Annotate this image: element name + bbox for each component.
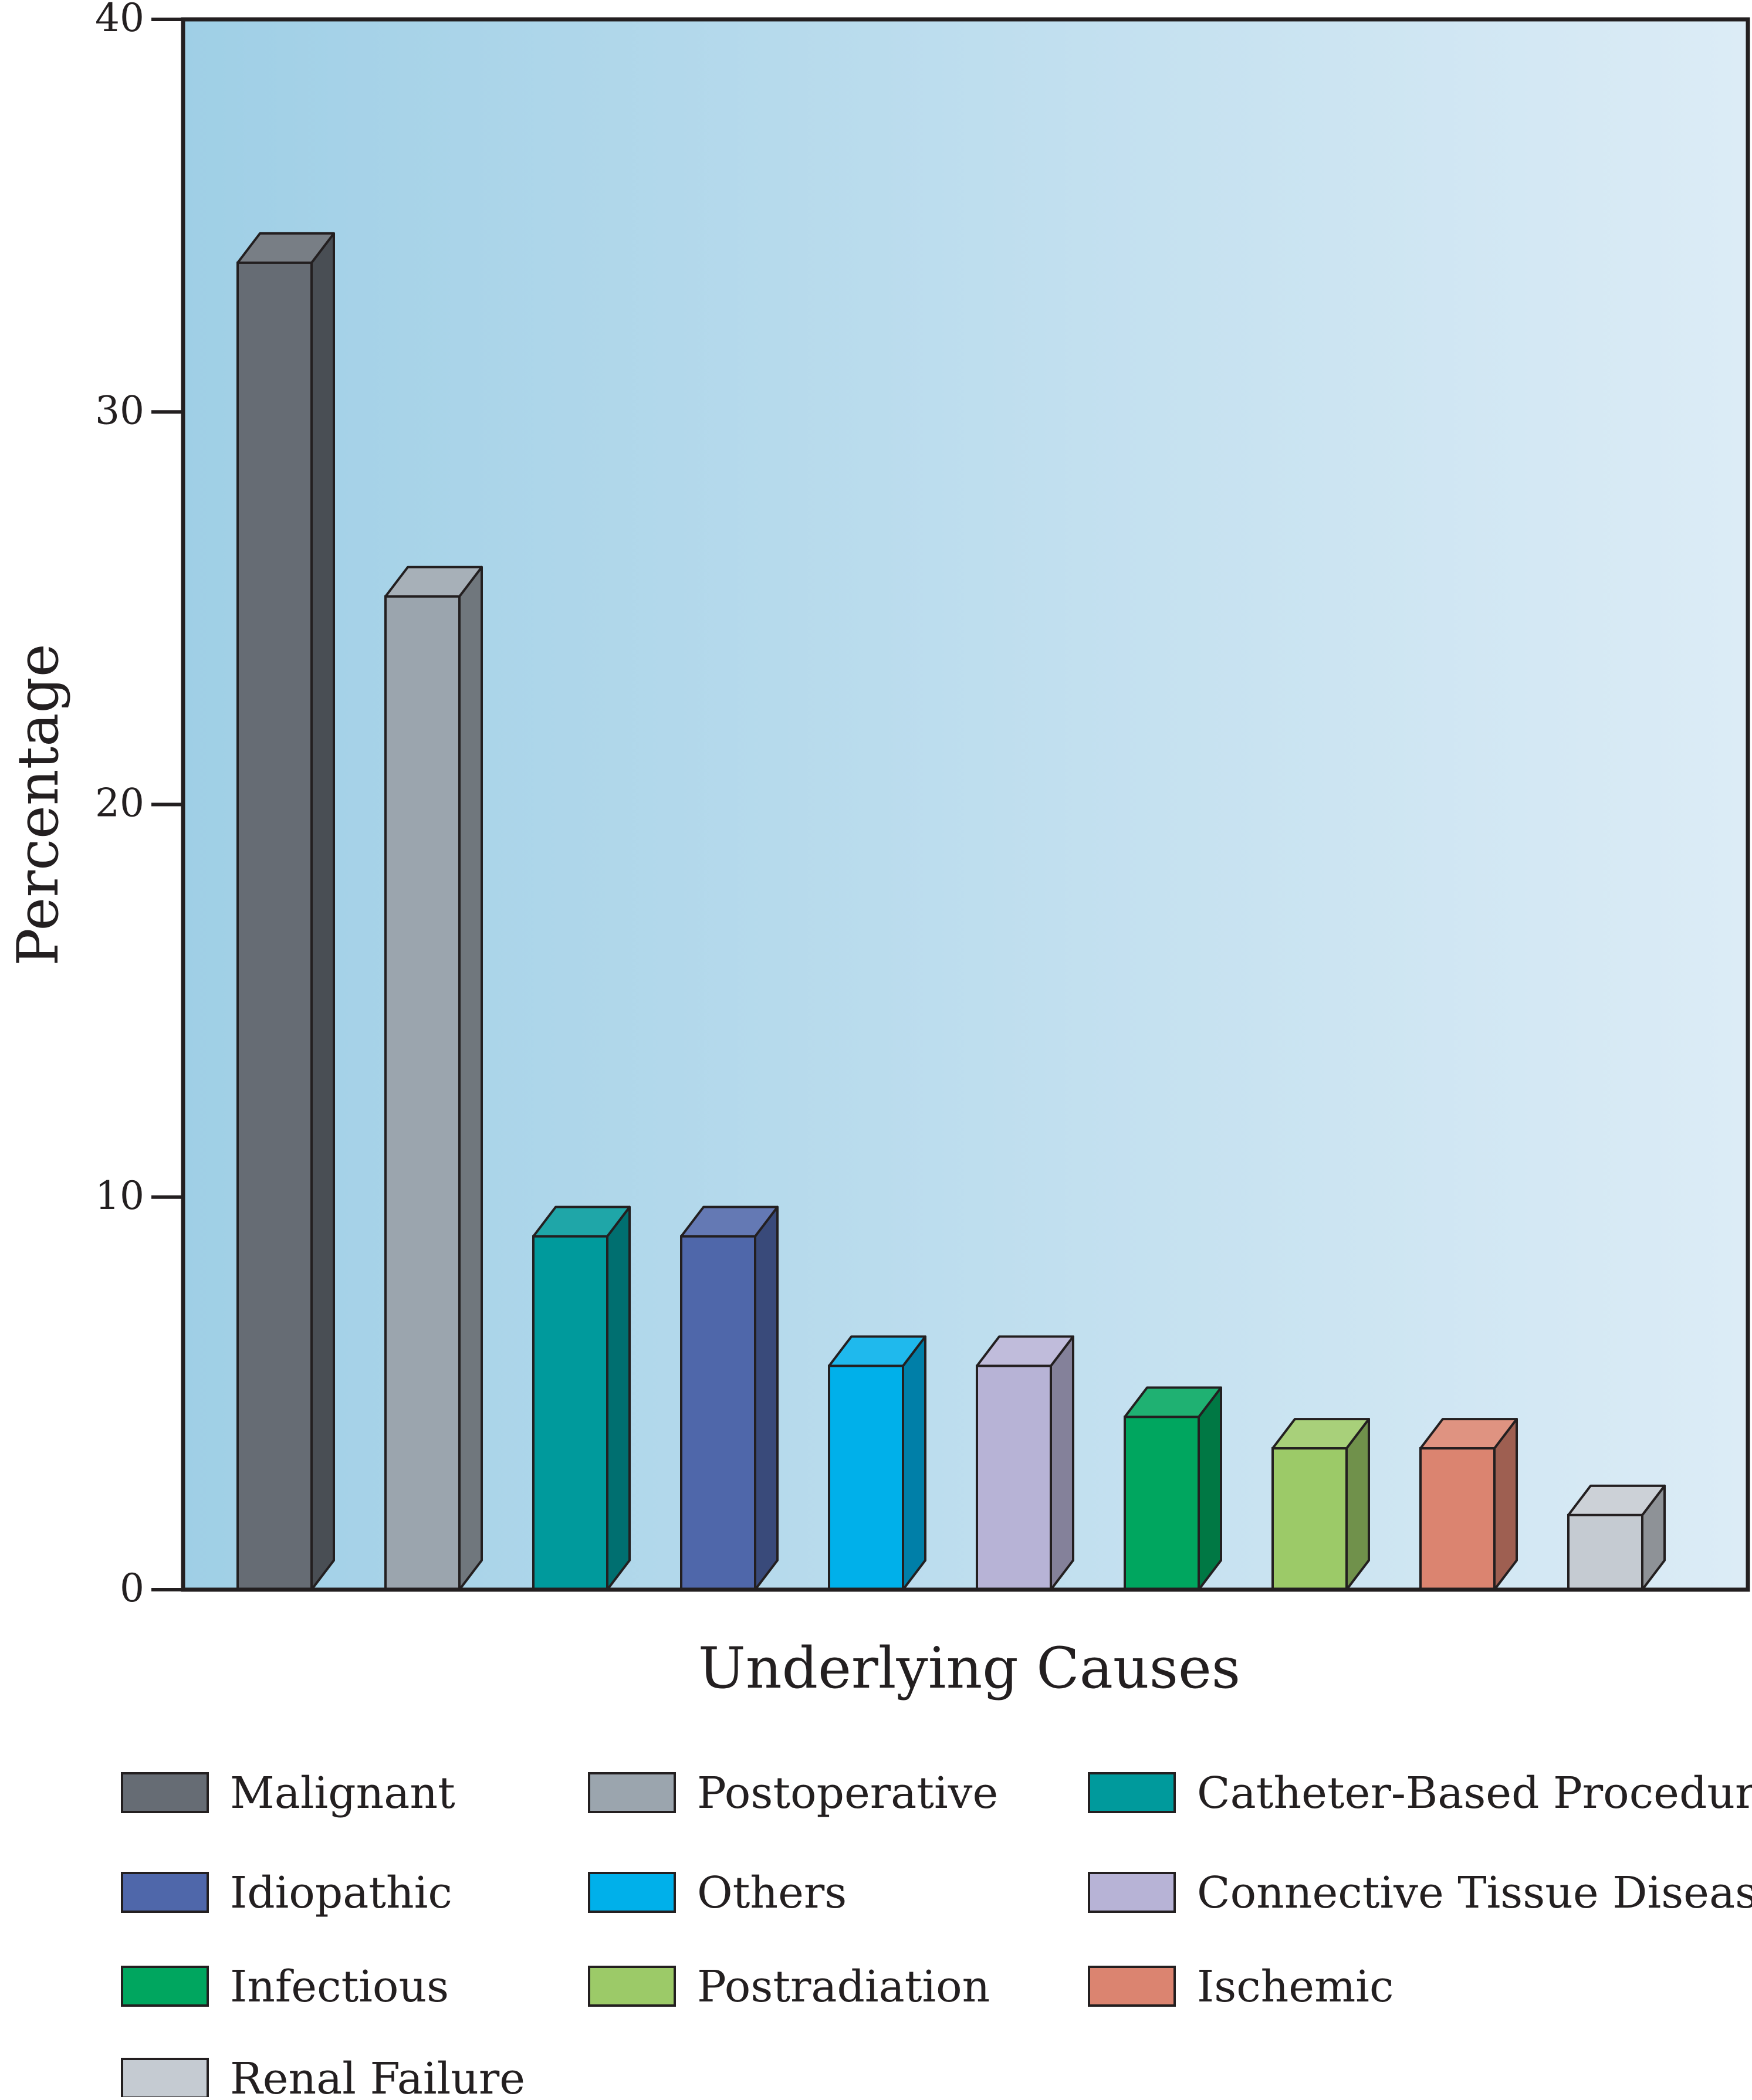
- bar-front: [1271, 1447, 1348, 1591]
- bar-side: [458, 565, 483, 1591]
- bar-front: [1567, 1513, 1643, 1591]
- legend-item-renal-failure: Renal Failure: [121, 2054, 525, 2100]
- bar-front: [532, 1235, 608, 1591]
- legend-item-postoperative: Postoperative: [588, 1768, 998, 1818]
- bar-front: [976, 1364, 1052, 1591]
- legend-label: Ischemic: [1197, 1962, 1394, 2012]
- bar-side: [606, 1205, 631, 1591]
- legend-swatch: [588, 1966, 676, 2007]
- bar-front: [828, 1364, 904, 1591]
- y-tick-label: 20: [95, 781, 144, 826]
- bar-front: [1124, 1415, 1200, 1591]
- legend-label: Renal Failure: [230, 2054, 525, 2097]
- legend-swatch: [121, 1872, 209, 1913]
- legend-item-postradiation: Postradiation: [588, 1962, 990, 2012]
- legend-label: Postradiation: [697, 1962, 990, 2012]
- legend-swatch: [1088, 1966, 1176, 2007]
- legend-item-catheter-based-procedure: Catheter-Based Procedure: [1088, 1768, 1752, 1818]
- bar-connective-tissue-disease: [976, 1335, 1074, 1591]
- bar-side: [1198, 1386, 1222, 1591]
- bar-catheter-based-procedure: [532, 1205, 631, 1591]
- legend-item-infectious: Infectious: [121, 1962, 449, 2012]
- legend-swatch: [588, 1872, 676, 1913]
- bar-side: [754, 1205, 779, 1591]
- bar-front: [1419, 1447, 1496, 1591]
- bar-side: [902, 1335, 926, 1591]
- legend-label: Infectious: [230, 1962, 449, 2012]
- bar-idiopathic: [680, 1205, 779, 1591]
- legend-swatch: [121, 1966, 209, 2007]
- x-axis-title: Underlying Causes: [698, 1635, 1240, 1701]
- y-tick-label: 30: [95, 388, 144, 433]
- legend-swatch: [1088, 1872, 1176, 1913]
- bar-postoperative: [384, 565, 483, 1591]
- y-tick-label: 10: [95, 1173, 144, 1218]
- bar-postradiation: [1271, 1418, 1370, 1591]
- axes-group: 0 10 20 30 40: [95, 0, 1748, 1611]
- legend-swatch: [588, 1772, 676, 1813]
- y-axis-title: Percentage: [5, 643, 71, 966]
- legend-item-others: Others: [588, 1868, 847, 1918]
- legend-label: Connective Tissue Disease: [1197, 1868, 1752, 1918]
- legend-swatch: [1088, 1772, 1176, 1813]
- legend-label: Catheter-Based Procedure: [1197, 1768, 1752, 1818]
- bar-side: [310, 232, 335, 1591]
- bar-infectious: [1124, 1386, 1222, 1591]
- legend-item-connective-tissue-disease: Connective Tissue Disease: [1088, 1868, 1752, 1918]
- legend-label: Others: [697, 1868, 847, 1918]
- bar-others: [828, 1335, 926, 1591]
- legend-swatch: [121, 1772, 209, 1813]
- bar-front: [680, 1235, 756, 1591]
- bar-front: [384, 595, 461, 1591]
- y-tick-label: 0: [120, 1566, 144, 1611]
- bar-renal-failure: [1567, 1484, 1666, 1591]
- bar-side: [1050, 1335, 1074, 1591]
- legend-item-idiopathic: Idiopathic: [121, 1868, 452, 1918]
- bar-malignant: [236, 232, 335, 1591]
- legend-label: Malignant: [230, 1768, 455, 1818]
- legend-item-ischemic: Ischemic: [1088, 1962, 1394, 2012]
- legend: Malignant Postoperative Catheter-Based Pro…: [121, 1768, 1752, 2100]
- bars-group: [236, 232, 1666, 1591]
- y-tick-label: 40: [95, 0, 144, 40]
- bar-ischemic: [1419, 1418, 1518, 1591]
- legend-item-malignant: Malignant: [121, 1768, 455, 1818]
- legend-label: Postoperative: [697, 1768, 998, 1818]
- legend-swatch: [121, 2058, 209, 2099]
- legend-label: Idiopathic: [230, 1868, 452, 1918]
- bar-front: [236, 261, 313, 1591]
